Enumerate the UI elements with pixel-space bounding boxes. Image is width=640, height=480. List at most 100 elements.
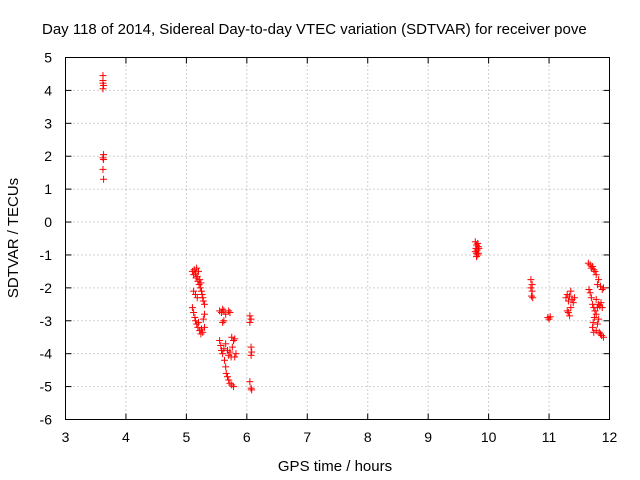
data-point xyxy=(246,312,254,320)
axis-ticks xyxy=(65,57,610,420)
data-point xyxy=(589,323,597,331)
data-point xyxy=(226,309,234,317)
x-tick-label: 5 xyxy=(182,429,190,445)
x-tick-label: 9 xyxy=(424,429,432,445)
y-tick-labels: 5 4 3 2 1 0 -1 -2 -3 -4 -5 -6 xyxy=(40,50,53,428)
data-point xyxy=(592,271,600,279)
data-point xyxy=(528,292,536,300)
data-point xyxy=(219,305,227,313)
data-point xyxy=(232,350,240,358)
data-point xyxy=(247,351,255,359)
y-tick-label: 0 xyxy=(44,214,52,230)
data-point xyxy=(231,335,239,343)
plot-frame xyxy=(65,57,610,420)
data-point xyxy=(222,340,230,348)
data-point xyxy=(194,323,202,331)
data-point xyxy=(201,300,209,308)
x-tick-label: 6 xyxy=(243,429,251,445)
y-tick-label: 3 xyxy=(44,115,52,131)
data-point xyxy=(589,318,597,326)
data-point xyxy=(217,341,225,349)
x-tick-label: 4 xyxy=(122,429,130,445)
x-tick-label: 3 xyxy=(62,429,70,445)
data-point xyxy=(201,310,209,318)
data-point xyxy=(99,154,107,162)
x-tick-label: 11 xyxy=(542,429,557,445)
data-point xyxy=(247,384,255,392)
data-point xyxy=(194,267,202,275)
data-point xyxy=(198,290,206,298)
data-point xyxy=(220,356,228,364)
y-axis-title: SDTVAR / TECUs xyxy=(5,178,22,298)
data-point xyxy=(595,276,603,284)
data-point xyxy=(586,289,594,297)
data-point xyxy=(188,267,196,275)
data-point xyxy=(226,379,234,387)
data-point xyxy=(474,251,482,259)
data-point xyxy=(596,330,604,338)
y-tick-label: -2 xyxy=(40,280,53,296)
y-tick-label: -1 xyxy=(40,247,53,263)
data-point xyxy=(188,304,196,312)
data-point xyxy=(191,290,199,298)
data-point xyxy=(246,378,254,386)
data-point xyxy=(193,320,201,328)
data-point xyxy=(99,85,107,93)
data-points xyxy=(99,72,607,394)
data-point xyxy=(100,175,108,183)
data-point xyxy=(231,353,239,361)
y-tick-label: 2 xyxy=(44,148,52,164)
x-tick-label: 8 xyxy=(364,429,372,445)
data-point xyxy=(192,274,200,282)
data-point xyxy=(587,294,595,302)
data-point xyxy=(527,284,535,292)
data-point xyxy=(225,376,233,384)
data-point xyxy=(569,299,577,307)
data-point xyxy=(529,294,537,302)
x-tick-label: 7 xyxy=(303,429,311,445)
data-point xyxy=(100,156,108,164)
data-point xyxy=(222,369,230,377)
data-point xyxy=(473,246,481,254)
data-point xyxy=(597,299,605,307)
data-point xyxy=(198,287,205,295)
x-axis-title: GPS time / hours xyxy=(278,458,392,475)
data-point xyxy=(99,165,107,173)
data-point xyxy=(564,297,572,305)
data-point xyxy=(589,300,597,308)
data-point xyxy=(246,318,254,326)
data-point xyxy=(197,279,205,287)
data-point xyxy=(564,309,572,317)
data-point xyxy=(596,282,604,290)
data-point xyxy=(226,348,234,356)
data-point xyxy=(247,343,255,351)
data-point xyxy=(592,310,600,318)
data-point xyxy=(567,287,575,295)
data-point xyxy=(247,315,255,323)
data-point xyxy=(199,328,207,336)
data-point xyxy=(194,277,202,285)
data-point xyxy=(219,350,227,358)
data-point xyxy=(563,307,571,315)
data-point xyxy=(599,284,607,292)
data-point xyxy=(220,317,228,325)
y-tick-label: -6 xyxy=(40,412,53,428)
data-point xyxy=(191,269,199,277)
data-point xyxy=(222,310,230,318)
data-point xyxy=(193,264,201,272)
data-point xyxy=(191,313,199,321)
data-point xyxy=(598,286,606,294)
data-point xyxy=(196,284,204,292)
data-point xyxy=(228,343,236,351)
data-point xyxy=(195,281,203,289)
data-point xyxy=(595,328,603,336)
data-point xyxy=(589,262,597,270)
data-point xyxy=(598,304,606,312)
x-tick-label: 10 xyxy=(481,429,497,445)
data-point xyxy=(248,386,256,394)
data-point xyxy=(585,286,593,294)
data-point xyxy=(570,294,578,302)
data-point xyxy=(474,243,482,251)
data-point xyxy=(584,259,592,267)
